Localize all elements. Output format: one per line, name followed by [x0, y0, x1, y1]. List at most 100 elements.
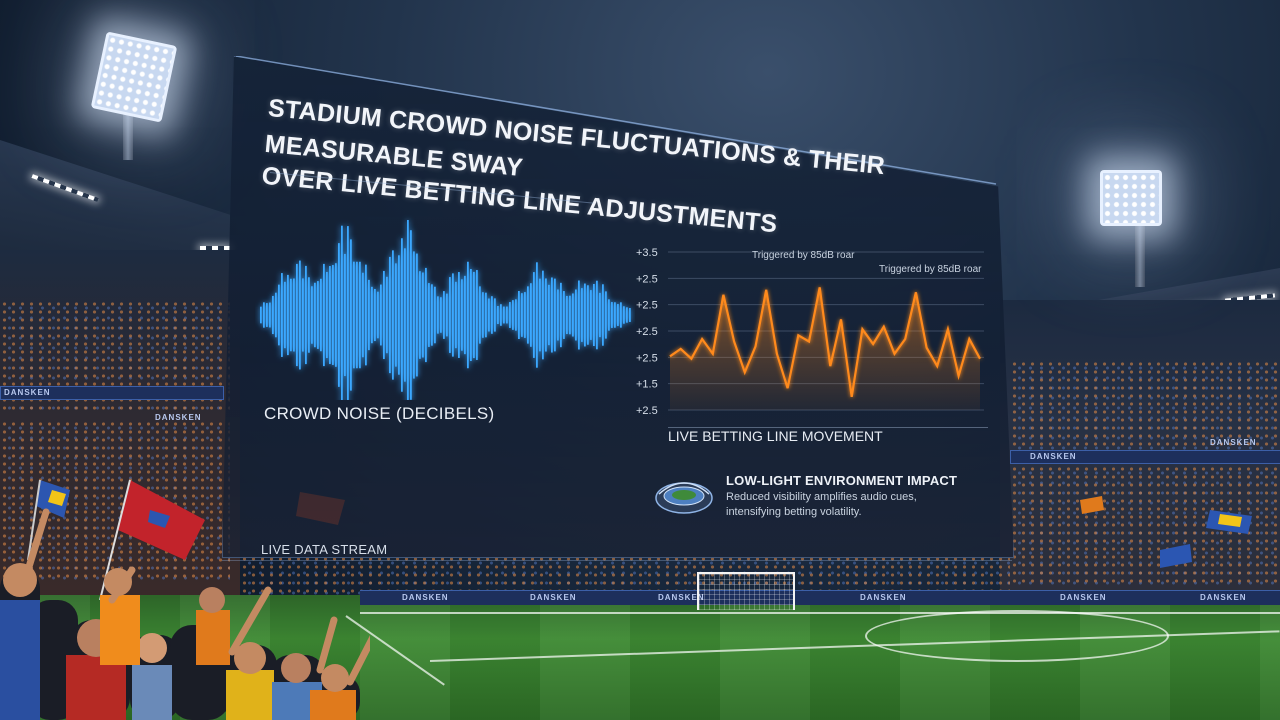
waveform-bar	[320, 278, 322, 352]
waveform-bar	[314, 282, 316, 348]
waveform-bar	[287, 274, 289, 356]
goal-net	[697, 572, 795, 610]
waveform-bar	[278, 284, 280, 346]
waveform-bar	[332, 265, 334, 365]
waveform-bar	[452, 273, 454, 357]
crowd-behind-goal	[240, 555, 1010, 595]
waveform-bar	[299, 260, 301, 370]
betting-line-chart: +3.5 +2.5 +2.5 +2.5 +2.5 +1.5 +2.5 Triggered b…	[636, 247, 984, 416]
pitch-line	[360, 612, 1280, 614]
waveform-bar	[356, 261, 358, 369]
annotation-roar-1: Triggered by 85dB roar	[752, 250, 855, 261]
waveform-bar	[419, 271, 421, 359]
waveform-bar	[335, 263, 337, 367]
waveform-bar	[470, 269, 472, 361]
y-tick-label: +2.5	[636, 405, 658, 416]
waveform-bar	[437, 296, 439, 334]
waveform-bar	[614, 302, 616, 328]
waveform-bar	[485, 292, 487, 338]
waveform-bar	[509, 302, 511, 328]
waveform-bar	[377, 291, 379, 339]
waveform-bar	[302, 278, 304, 352]
waveform-bar	[512, 300, 514, 330]
waveform-bar	[407, 220, 409, 400]
adboard-text: DANSKEN	[402, 593, 449, 602]
waveform-bar	[290, 278, 292, 352]
adboard-text: DANSKEN	[1030, 452, 1077, 461]
waveform-bar	[350, 239, 352, 391]
waveform-bar	[554, 278, 556, 352]
crowd-right-upper	[1010, 360, 1280, 450]
waveform-bar	[272, 295, 274, 335]
waveform-bar	[566, 295, 568, 335]
waveform-bar	[275, 292, 277, 338]
waveform-bar	[371, 286, 373, 344]
impact-line-2: intensifying betting volatility.	[726, 506, 862, 518]
waveform-bar	[461, 279, 463, 351]
adboard-text: DANSKEN	[1210, 438, 1257, 447]
footer-divider	[222, 560, 1012, 561]
y-tick-label: +2.5	[636, 326, 658, 338]
waveform-bar	[605, 291, 607, 339]
y-tick-label: +2.5	[636, 300, 658, 312]
waveform-bar	[572, 293, 574, 337]
waveform-bar	[338, 243, 340, 387]
waveform-bar	[449, 277, 451, 353]
adboard-text: DANSKEN	[530, 593, 577, 602]
crowd-noise-waveform	[260, 220, 631, 400]
adboard-left	[0, 386, 224, 400]
waveform-bar	[515, 299, 517, 331]
impact-description: Reduced visibility amplifies audio cues,…	[726, 490, 966, 520]
waveform-bar	[494, 298, 496, 332]
waveform-bar	[383, 270, 385, 360]
waveform-bar	[401, 238, 403, 392]
waveform-bar	[539, 278, 541, 352]
waveform-bar	[425, 267, 427, 363]
waveform-bar	[467, 261, 469, 369]
waveform-bar	[392, 250, 394, 380]
waveform-bar	[317, 281, 319, 349]
waveform-bar	[260, 306, 262, 324]
right-stand-flags	[1080, 496, 1252, 568]
waveform-bar	[584, 283, 586, 347]
waveform-bar	[626, 307, 628, 323]
waveform-bar	[263, 302, 265, 328]
waveform-bar	[428, 283, 430, 347]
betting-line-area	[670, 287, 980, 410]
adboard-text: DANSKEN	[860, 593, 907, 602]
roof-light-strip	[200, 246, 230, 250]
floodlight-right	[1100, 170, 1162, 226]
waveform-bar	[311, 286, 313, 344]
floodlight-mast	[1135, 225, 1145, 287]
waveform-bar	[344, 253, 346, 377]
waveform-bar	[380, 284, 382, 346]
waveform-bar	[611, 302, 613, 328]
waveform-bar	[284, 281, 286, 349]
waveform-bar	[617, 304, 619, 326]
waveform-bar	[347, 226, 349, 400]
waveform-bar	[446, 293, 448, 337]
stadium-icon	[655, 482, 713, 514]
waveform-bar	[431, 284, 433, 346]
waveform-bar	[359, 261, 361, 369]
waveform-bar	[458, 272, 460, 358]
waveform-bar	[341, 225, 343, 400]
waveform-bar	[404, 248, 406, 382]
waveform-bar	[578, 280, 580, 350]
line-chart-baseline	[668, 427, 988, 428]
waveform-bar	[545, 278, 547, 352]
crowd-noise-label: CROWD NOISE (DECIBELS)	[264, 404, 495, 423]
impact-title: LOW-LIGHT ENVIRONMENT IMPACT	[726, 473, 958, 488]
waveform-bar	[623, 306, 625, 324]
waveform-bar	[551, 277, 553, 353]
annotation-roar-2: Triggered by 85dB roar	[879, 264, 982, 275]
waveform-bar	[413, 251, 415, 379]
waveform-bar	[569, 295, 571, 335]
waveform-bar	[440, 297, 442, 333]
waveform-bar	[518, 290, 520, 340]
waveform-bar	[365, 264, 367, 366]
waveform-bar	[434, 286, 436, 344]
waveform-bar	[362, 272, 364, 358]
waveform-bar	[596, 280, 598, 350]
waveform-bar	[266, 303, 268, 327]
